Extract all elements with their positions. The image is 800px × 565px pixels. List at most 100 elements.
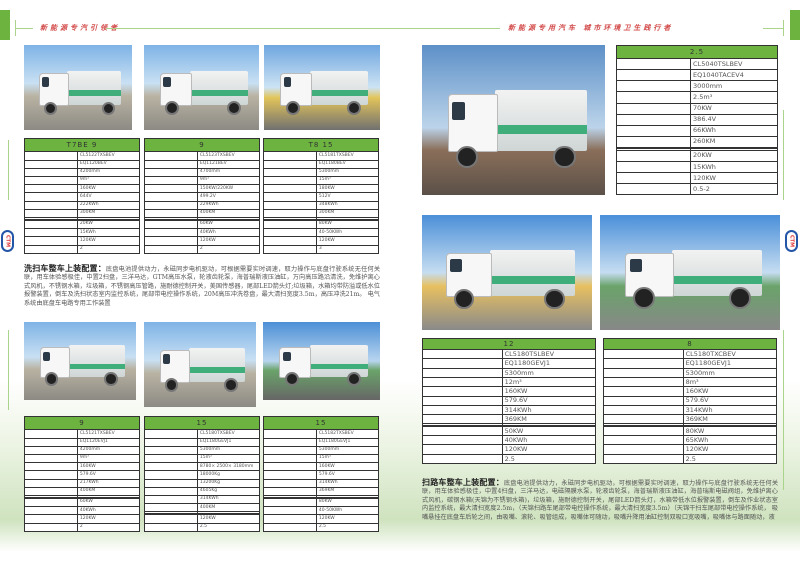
spec-value: CL5180TXCBEV (682, 349, 778, 360)
spec-value: 579.6V (76, 470, 141, 480)
divider (400, 28, 500, 29)
table-row: 80KW (603, 425, 778, 437)
spec-value: 2 (76, 244, 141, 255)
spec-value: 160KW (682, 386, 778, 397)
table-row: 80KW (263, 220, 380, 230)
table-header-row: 15 (263, 415, 379, 431)
spec-label (263, 470, 317, 480)
spec-label (615, 58, 692, 71)
table-row (24, 218, 141, 222)
spec-label (24, 514, 78, 524)
header-slogan: 新能源专汽引领者 (40, 23, 120, 32)
spec-label (24, 192, 78, 202)
table-header-row: 12 (422, 337, 596, 351)
divider (763, 28, 783, 29)
table-row: 40-50KWh (263, 228, 380, 238)
table-row: 15m³ (144, 454, 261, 464)
spec-value: 5300mm (501, 367, 597, 378)
table-row: 5300mm (144, 445, 261, 456)
truck-illustration (445, 249, 575, 310)
spec-value: 2 (76, 522, 141, 533)
spec-label (615, 148, 692, 151)
spec-label (24, 506, 78, 516)
spec-label (422, 395, 503, 406)
table-row: 314KWh (603, 404, 778, 416)
table-row: 5300mm (603, 367, 778, 378)
table-row: EQ1180BEV (263, 159, 380, 169)
spec-value: 120KW (76, 514, 141, 524)
table-row: 120KW (615, 171, 778, 184)
spec-value: 40-50KWh (315, 506, 380, 516)
table-row: 8780× 2500× 3180mm (144, 462, 261, 472)
spec-value: 66KWh (690, 124, 778, 137)
divider (783, 110, 784, 200)
spec-label (24, 486, 78, 497)
table-row: 15KWh (615, 160, 778, 173)
table-row: 40KWh (144, 228, 261, 238)
spec-value: 15m³ (196, 454, 261, 464)
config-body: 底盘电池提供动力，永磁同步电机驱动，可根据需要实时调速，取力操作与底盘行驶系统无… (24, 266, 381, 307)
spec-label (422, 404, 503, 416)
spec-value: 217KWh (76, 478, 141, 488)
table-row: 3 (263, 244, 380, 255)
table-row (144, 218, 261, 222)
table-row: 120KW (24, 236, 141, 246)
truck-illustration (159, 347, 245, 392)
table-row: 150KW/220KW (144, 184, 261, 194)
spec-value: 0.5-2 (690, 182, 778, 196)
spec-label (144, 429, 198, 439)
left-page: 新能源专汽引领者 CTM T7BE 9 CL5122TXSBEV EQ1120BEV… (0, 0, 400, 565)
spec-value: 160KW (76, 184, 141, 194)
divider (783, 20, 784, 36)
spec-label (422, 386, 503, 397)
spec-value: EQ1040TACEV4 (690, 69, 778, 82)
spec-label (263, 151, 317, 161)
spec-value: 15m³ (315, 454, 380, 464)
spec-value: 80KW (682, 425, 778, 437)
spec-value: 314KWh (315, 478, 380, 488)
spec-label (603, 386, 684, 397)
spec-value: EQ1180BEV (315, 159, 380, 169)
spec-value: 348KWh (315, 200, 380, 210)
spec-value: EQ1120EVJ1 (76, 437, 141, 447)
spec-value: 50KW (501, 425, 597, 437)
truck-photo (144, 322, 256, 407)
table-header-row: T7BE 9 (24, 137, 140, 153)
spec-label (263, 514, 317, 524)
spec-value: CL5122TXSBEV (76, 151, 141, 161)
spec-value: 13200Kg (196, 478, 261, 488)
table-row: 8m³ (603, 376, 778, 388)
spec-label (24, 200, 78, 210)
spec-label (24, 236, 78, 246)
table-header-row: 8 (603, 337, 777, 351)
spec-value: 120KW (76, 236, 141, 246)
table-row: 160KW (422, 386, 597, 397)
spec-value: 120KW (196, 236, 261, 246)
table-title: T8 15 (263, 137, 379, 153)
table-row: 60KW (24, 498, 141, 508)
truck-illustration (39, 70, 122, 115)
table-row: CL5123TXSBEV (144, 151, 261, 161)
table-row: 5300mm (422, 367, 597, 378)
spec-label (263, 486, 317, 497)
spec-value: 120KW (682, 444, 778, 455)
spec-value: 20KW (690, 149, 778, 162)
spec-label (615, 91, 692, 104)
spec-value: CL5180TSLBEV (501, 349, 597, 360)
table-row (422, 424, 597, 427)
spec-value: 9m³ (76, 176, 141, 186)
spec-label (615, 113, 692, 126)
table-row: 2.5m³ (615, 91, 778, 104)
table-row (603, 424, 778, 427)
spec-value (682, 424, 778, 427)
table-row: 13200Kg (144, 478, 261, 488)
spec-label (263, 437, 317, 447)
spec-label (24, 228, 78, 238)
spec-label (263, 159, 317, 169)
spec-value: 229KWh (196, 200, 261, 210)
spec-value: 120KW (690, 171, 778, 184)
spec-value: 80KW (315, 498, 380, 508)
table-row: 400KM (144, 503, 261, 513)
spec-value: 3000mm (690, 80, 778, 93)
spec-label (263, 220, 317, 230)
